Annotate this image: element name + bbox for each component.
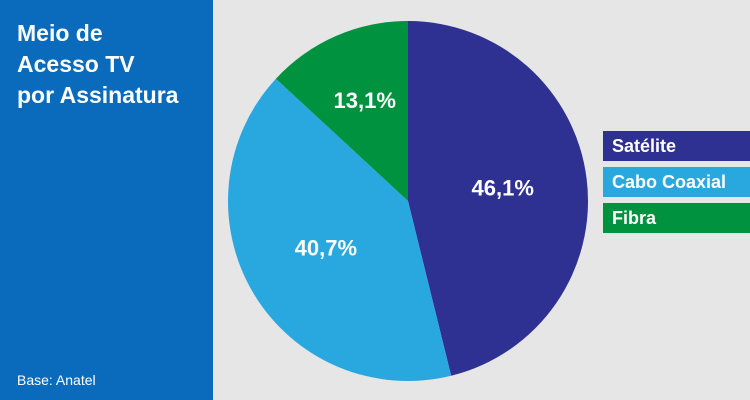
title-line-1: Meio de — [17, 20, 103, 46]
chart-title: Meio de Acesso TV por Assinatura — [17, 18, 207, 111]
pie-slice-0 — [408, 21, 589, 376]
title-line-3: por Assinatura — [17, 82, 179, 108]
source-note: Base: Anatel — [17, 372, 96, 388]
legend-item-satelite: Satélite — [603, 131, 750, 161]
pie-label-0: 46,1% — [472, 175, 534, 200]
title-panel: Meio de Acesso TV por Assinatura Base: A… — [0, 0, 213, 400]
legend: Satélite Cabo Coaxial Fibra — [603, 131, 750, 239]
legend-item-fibra: Fibra — [603, 203, 750, 233]
pie-label-2: 13,1% — [334, 88, 396, 113]
title-line-2: Acesso TV — [17, 51, 135, 77]
pie-slice-1 — [227, 78, 452, 382]
pie-chart: 46,1% 40,7% 13,1% — [213, 0, 750, 400]
legend-item-cabo-coaxial: Cabo Coaxial — [603, 167, 750, 197]
pie-label-1: 40,7% — [295, 235, 357, 260]
pie-svg: 46,1% 40,7% 13,1% — [227, 21, 589, 382]
pie-slice-2 — [275, 21, 408, 201]
